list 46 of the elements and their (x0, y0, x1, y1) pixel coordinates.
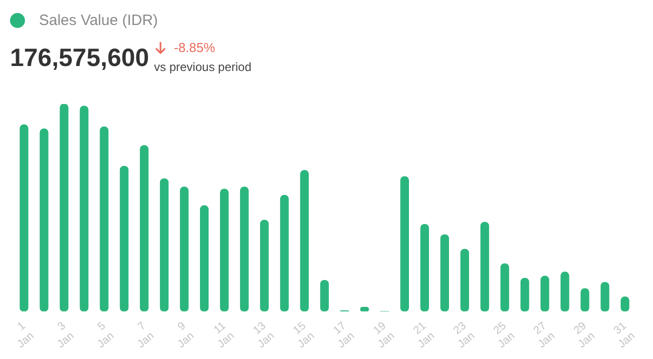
x-tick-label: 23 Jan (452, 320, 478, 351)
x-tick-label: 17 Jan (331, 320, 357, 351)
bar (280, 194, 289, 312)
bar (200, 205, 209, 312)
bar (40, 128, 48, 312)
bar (460, 248, 470, 312)
x-tick-label: 31 Jan (612, 320, 638, 351)
x-tick-label: 29 Jan (572, 320, 598, 351)
x-tick-label: 11 Jan (212, 320, 237, 351)
bar (500, 263, 510, 312)
x-tick-label: 1 Jan (15, 320, 36, 351)
x-tick-label: 27 Jan (532, 320, 558, 351)
bar (520, 278, 530, 312)
bar (600, 282, 610, 312)
x-tick-label: 9 Jan (175, 320, 197, 351)
bar (20, 124, 28, 312)
bar (140, 145, 149, 312)
bar (480, 222, 490, 312)
bar (440, 234, 450, 312)
bar (540, 276, 550, 312)
x-tick-label: 19 Jan (371, 320, 397, 351)
x-tick-label: 15 Jan (291, 320, 317, 351)
x-tick-label: 3 Jan (55, 320, 76, 351)
text: -8.85% (174, 40, 216, 55)
bar (560, 272, 570, 312)
bar (60, 104, 68, 312)
text: 176,575,600 (10, 44, 150, 73)
bar (220, 188, 229, 312)
bar (160, 178, 169, 312)
x-tick-label: 21 Jan (411, 320, 438, 351)
x-tick-label: 13 Jan (251, 320, 277, 351)
x-tick-label: 25 Jan (492, 320, 518, 351)
bar (120, 166, 129, 312)
bar (400, 176, 409, 312)
x-tick-label: 5 Jan (95, 320, 117, 351)
legend-label: Sales Value (IDR) (39, 12, 158, 29)
bar (320, 280, 329, 312)
bar (240, 186, 249, 312)
bar (100, 126, 108, 312)
bar (260, 220, 269, 312)
bar (180, 186, 189, 312)
bar (80, 106, 88, 312)
bar (300, 170, 309, 312)
bar (420, 224, 429, 312)
x-tick-label: 7 Jan (135, 320, 157, 351)
text: vs previous period (154, 60, 252, 74)
